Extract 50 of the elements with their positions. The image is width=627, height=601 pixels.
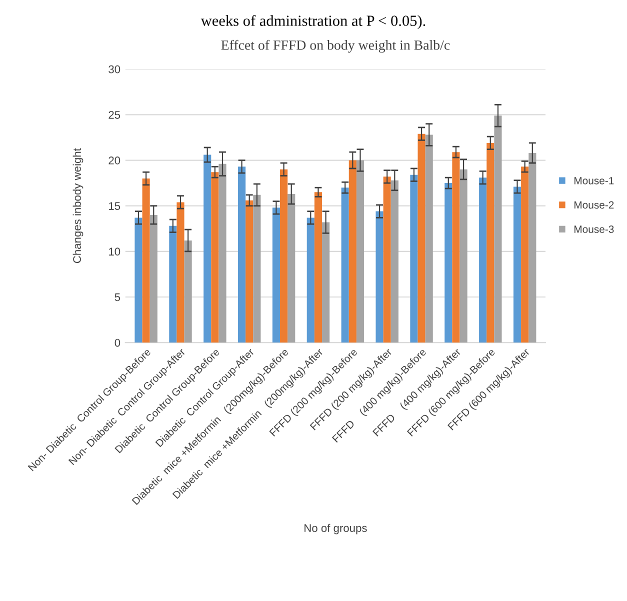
bar xyxy=(306,218,314,343)
bar xyxy=(184,240,192,343)
bar xyxy=(479,178,487,343)
bar xyxy=(246,200,254,343)
legend-label: Mouse-2 xyxy=(574,201,614,209)
y-tick-label: 20 xyxy=(108,156,120,164)
bar xyxy=(150,214,158,343)
bar xyxy=(383,176,391,343)
bar xyxy=(356,160,364,343)
legend-label: Mouse-3 xyxy=(574,226,614,233)
bar xyxy=(204,154,212,343)
y-tick-label: 0 xyxy=(114,338,120,347)
bar xyxy=(410,174,418,343)
bar xyxy=(521,166,529,343)
y-tick-label: 5 xyxy=(114,293,120,302)
x-axis-title: No of groups xyxy=(304,524,367,534)
bar xyxy=(513,186,522,343)
bar xyxy=(425,134,433,343)
y-tick-label: 30 xyxy=(108,65,120,74)
bar xyxy=(341,188,349,343)
bar xyxy=(494,116,502,343)
y-axis-title: Changes inbody weight xyxy=(72,148,84,264)
bar xyxy=(253,194,261,343)
bar xyxy=(134,218,142,343)
bar xyxy=(169,226,177,343)
bar xyxy=(418,134,426,343)
bar xyxy=(376,211,384,343)
bar xyxy=(272,208,280,343)
bar xyxy=(218,164,226,343)
bar xyxy=(460,169,468,343)
bar xyxy=(444,183,452,343)
y-tick-label: 25 xyxy=(108,110,120,119)
y-tick-label: 10 xyxy=(109,248,120,256)
chart-title: Effcet of FFFD on body weight in Balb/c xyxy=(221,40,450,53)
bar xyxy=(288,194,296,343)
y-tick-label: 15 xyxy=(109,202,120,210)
bar xyxy=(211,172,219,343)
bar xyxy=(322,222,330,343)
bar xyxy=(314,192,322,343)
bar xyxy=(238,166,246,343)
bar xyxy=(176,202,184,343)
bar xyxy=(452,152,460,343)
bar xyxy=(348,160,356,343)
legend-label: Mouse-1 xyxy=(574,177,614,184)
bar xyxy=(142,178,150,343)
bar xyxy=(486,142,494,343)
bar xyxy=(390,180,398,343)
bar xyxy=(528,152,536,343)
text: weeks of administration at P < 0.05). xyxy=(200,15,426,30)
bar xyxy=(280,169,288,343)
